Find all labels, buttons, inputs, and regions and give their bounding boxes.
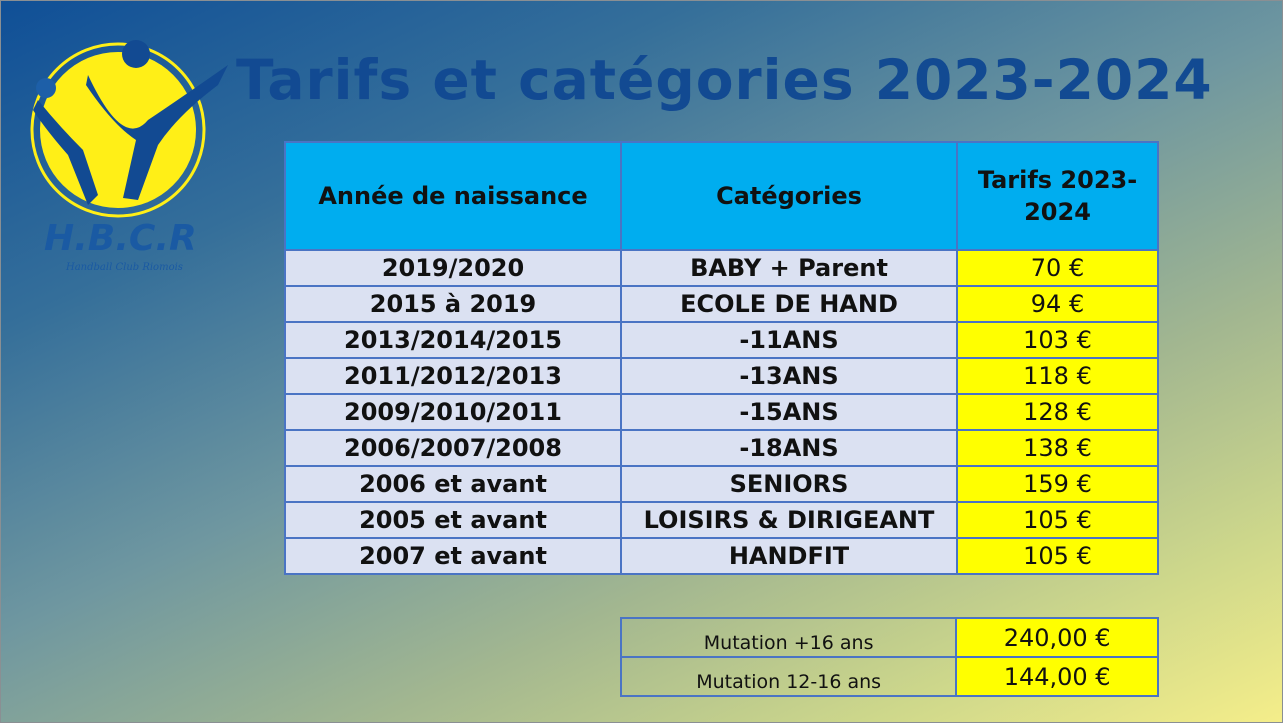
cell-annee: 2005 et avant <box>284 501 622 539</box>
cell-tarif: 105 € <box>956 501 1159 539</box>
tarifs-table: Année de naissance Catégories Tarifs 202… <box>284 141 1159 575</box>
table-row: 2007 et avant HANDFIT 105 € <box>284 537 1159 575</box>
cell-tarif: 159 € <box>956 465 1159 503</box>
mutation-label: Mutation +16 ans <box>619 617 958 658</box>
cell-categorie: SENIORS <box>620 465 958 503</box>
cell-tarif: 128 € <box>956 393 1159 431</box>
cell-categorie: -13ANS <box>620 357 958 395</box>
table-row: 2006 et avant SENIORS 159 € <box>284 465 1159 503</box>
hbcr-logo: H.B.C.R Handball Club Riomois <box>30 40 228 273</box>
cell-annee: 2006/2007/2008 <box>284 429 622 467</box>
cell-annee: 2013/2014/2015 <box>284 321 622 359</box>
mutation-row: Mutation +16 ans 240,00 € <box>619 617 1159 658</box>
mutation-tarif: 144,00 € <box>955 656 1159 697</box>
cell-categorie: -18ANS <box>620 429 958 467</box>
mutation-row: Mutation 12-16 ans 144,00 € <box>619 656 1159 697</box>
cell-tarif: 105 € <box>956 537 1159 575</box>
cell-categorie: HANDFIT <box>620 537 958 575</box>
table-row: 2009/2010/2011 -15ANS 128 € <box>284 393 1159 431</box>
cell-tarif: 103 € <box>956 321 1159 359</box>
table-row: 2013/2014/2015 -11ANS 103 € <box>284 321 1159 359</box>
cell-annee: 2011/2012/2013 <box>284 357 622 395</box>
header-categories: Catégories <box>620 141 958 251</box>
cell-categorie: ECOLE DE HAND <box>620 285 958 323</box>
cell-tarif: 94 € <box>956 285 1159 323</box>
table-header-row: Année de naissance Catégories Tarifs 202… <box>284 141 1159 251</box>
page-title: Tarifs et catégories 2023-2024 <box>236 48 1213 112</box>
table-row: 2019/2020 BABY + Parent 70 € <box>284 249 1159 287</box>
table-row: 2006/2007/2008 -18ANS 138 € <box>284 429 1159 467</box>
header-tarifs: Tarifs 2023-2024 <box>956 141 1159 251</box>
svg-text:H.B.C.R: H.B.C.R <box>44 218 197 259</box>
header-annee: Année de naissance <box>284 141 622 251</box>
cell-tarif: 138 € <box>956 429 1159 467</box>
svg-text:Handball Club Riomois: Handball Club Riomois <box>65 262 183 273</box>
cell-tarif: 70 € <box>956 249 1159 287</box>
cell-categorie: -15ANS <box>620 393 958 431</box>
cell-tarif: 118 € <box>956 357 1159 395</box>
table-row: 2005 et avant LOISIRS & DIRIGEANT 105 € <box>284 501 1159 539</box>
header-tarifs-label: Tarifs 2023-2024 <box>977 166 1138 226</box>
cell-categorie: BABY + Parent <box>620 249 958 287</box>
cell-categorie: -11ANS <box>620 321 958 359</box>
mutation-tarif: 240,00 € <box>955 617 1159 658</box>
mutation-table: Mutation +16 ans 240,00 € Mutation 12-16… <box>619 617 1159 697</box>
cell-annee: 2007 et avant <box>284 537 622 575</box>
mutation-label: Mutation 12-16 ans <box>619 656 958 697</box>
table-row: 2015 à 2019 ECOLE DE HAND 94 € <box>284 285 1159 323</box>
cell-annee: 2006 et avant <box>284 465 622 503</box>
table-row: 2011/2012/2013 -13ANS 118 € <box>284 357 1159 395</box>
cell-annee: 2009/2010/2011 <box>284 393 622 431</box>
cell-categorie: LOISIRS & DIRIGEANT <box>620 501 958 539</box>
cell-annee: 2019/2020 <box>284 249 622 287</box>
cell-annee: 2015 à 2019 <box>284 285 622 323</box>
